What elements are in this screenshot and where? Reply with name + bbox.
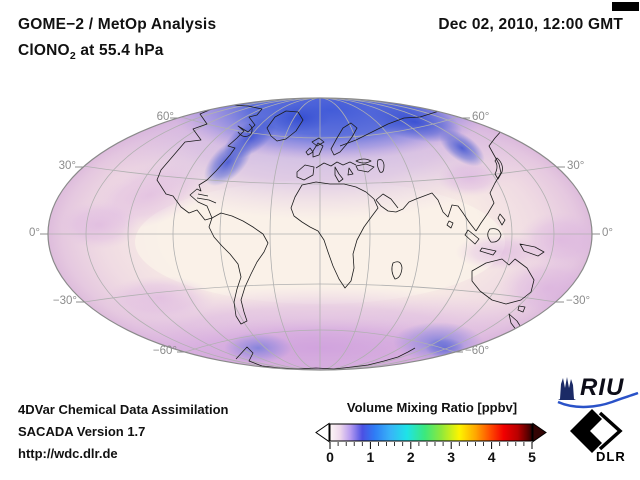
colorbar-major-ticks	[329, 442, 533, 449]
lat-label-right-30: 30°	[567, 160, 585, 172]
dlr-logo-mark	[570, 409, 623, 453]
page-title: GOME−2 / MetOp Analysis	[18, 16, 217, 33]
species-subscript: 2	[69, 50, 76, 62]
colorbar-tick-3: 3	[447, 449, 456, 465]
pressure-level: at 55.4 hPa	[75, 42, 164, 59]
lat-label-right-m30: −30°	[566, 295, 591, 307]
footer-line-version: SACADA Version 1.7	[18, 424, 146, 439]
footer-line-assimilation: 4DVar Chemical Data Assimilation	[18, 402, 229, 417]
lat-label-left-m30: −30°	[52, 295, 77, 307]
lat-label-left-60: 60°	[156, 111, 174, 123]
colorbar-minor-ticks	[337, 442, 525, 446]
dlr-solid-chevron-icon	[570, 409, 602, 453]
dlr-outline-chevron-icon	[598, 411, 623, 451]
colorbar-title: Volume Mixing Ratio [ppbv]	[346, 400, 518, 415]
colorbar-tick-5: 5	[528, 449, 536, 465]
lat-label-right-0: 0°	[602, 227, 613, 239]
species-name: ClONO	[18, 42, 70, 59]
species-level-label: ClONO2 at 55.4 hPa	[18, 42, 164, 62]
lat-label-left-m60: −60°	[152, 345, 177, 357]
lat-label-left-30: 30°	[58, 160, 76, 172]
map-graticule	[48, 98, 592, 370]
riu-logo	[557, 377, 639, 409]
latitude-ticks	[40, 117, 600, 353]
colorbar-gradient	[329, 423, 533, 442]
lat-label-right-60: 60°	[472, 111, 490, 123]
concentration-field	[48, 98, 592, 370]
colorbar-tick-4: 4	[487, 449, 496, 465]
top-right-marker	[612, 2, 639, 11]
colorbar-tick-2: 2	[406, 449, 415, 465]
datetime-label: Dec 02, 2010, 12:00 GMT	[438, 16, 623, 33]
colorbar	[315, 422, 547, 449]
dlr-logo-text: DLR	[596, 449, 626, 464]
coastlines	[156, 104, 545, 370]
lat-label-right-m60: −60°	[465, 345, 490, 357]
riu-cathedral-icon	[558, 377, 576, 400]
riu-logo-text: RIU	[580, 374, 625, 401]
colorbar-tick-0: 0	[326, 449, 334, 465]
riu-swoosh-icon	[557, 391, 639, 409]
colorbar-high-arrow	[532, 422, 547, 443]
lat-label-left-0: 0°	[29, 227, 40, 239]
colorbar-low-arrow	[315, 422, 330, 443]
footer-line-url: http://wdc.dlr.de	[18, 446, 118, 461]
colorbar-tick-1: 1	[366, 449, 375, 465]
